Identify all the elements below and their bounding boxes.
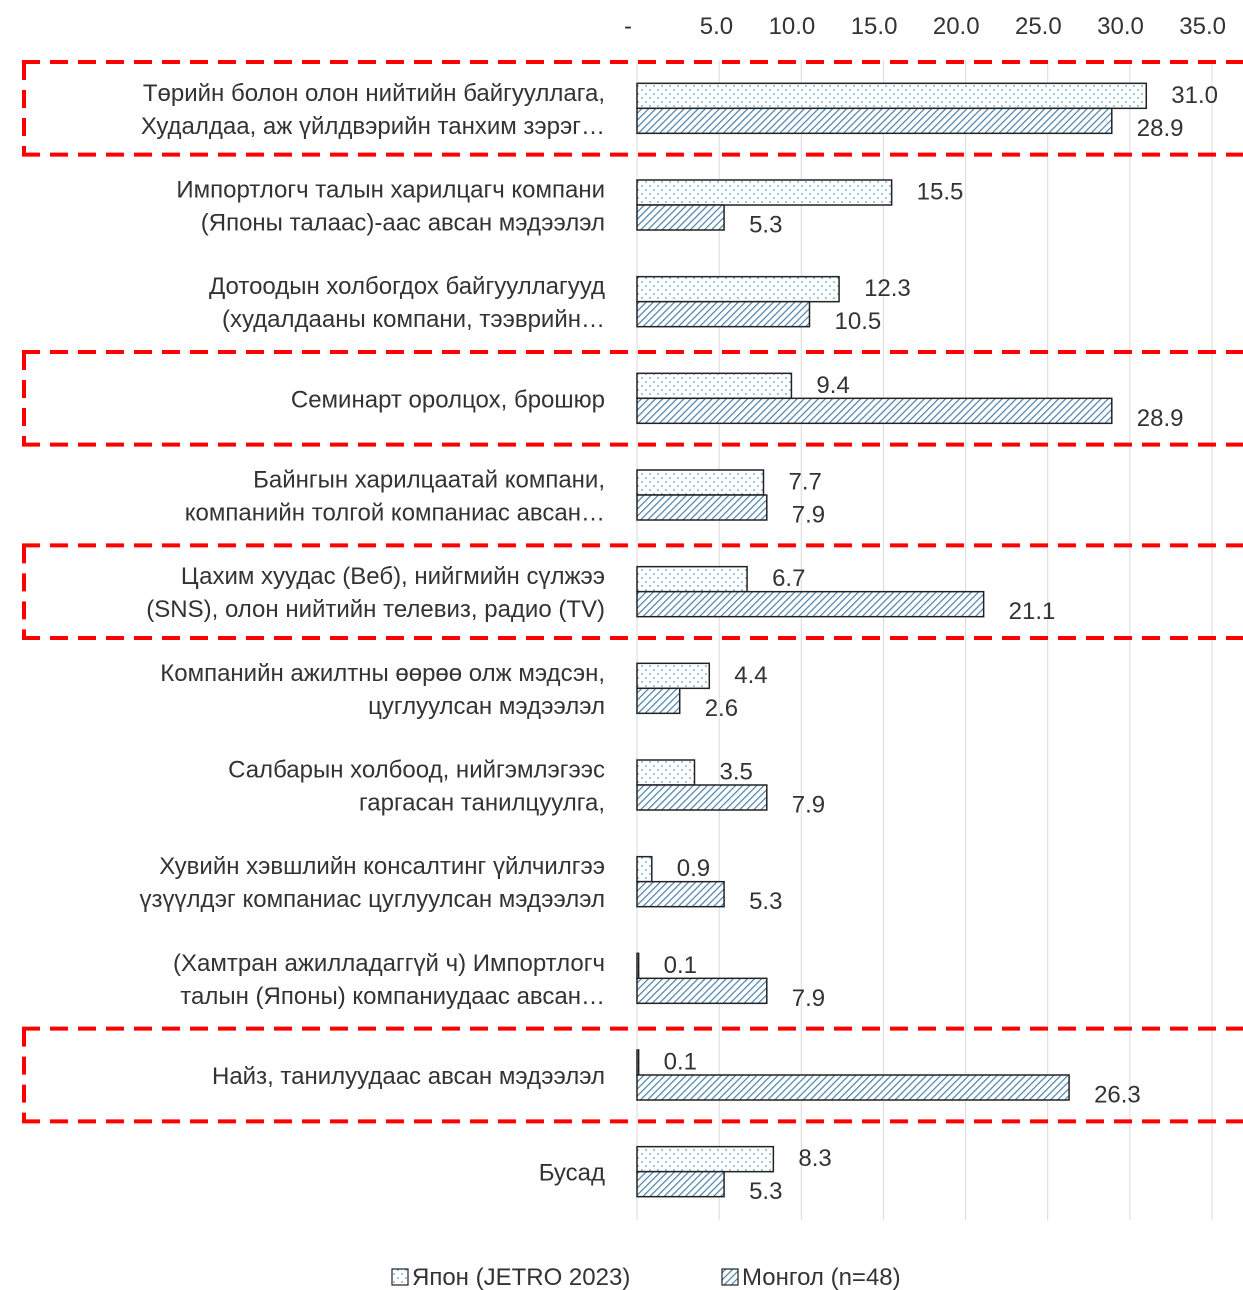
- bar-mongolia: [636, 204, 725, 231]
- bar-japan: [636, 469, 765, 496]
- bar-mongolia: [636, 107, 1113, 135]
- x-axis-ticks: - 5.0 10.0 15.0 20.0 25.0 30.0 35.0: [624, 13, 1226, 40]
- category-label: (худалдааны компани, тээврийн…: [222, 306, 605, 333]
- value-label-mongolia: 5.3: [749, 212, 782, 239]
- category-label: Байнгын харилцаатай компани,: [253, 467, 605, 494]
- category-label: компанийн толгой компаниас авсан…: [185, 500, 605, 527]
- x-tick-label: 35.0: [1179, 13, 1226, 40]
- value-label-japan: 12.3: [864, 275, 911, 302]
- bar-mongolia: [636, 1170, 725, 1198]
- value-label-mongolia: 7.9: [792, 985, 825, 1012]
- x-tick-label: 20.0: [933, 13, 980, 40]
- value-label-japan: 7.7: [789, 469, 822, 496]
- category-label: Дотоодын холбогдох байгууллагууд: [209, 273, 605, 300]
- category-label: талын (Японы) компаниудаас авсан…: [180, 983, 605, 1010]
- bar-japan: [636, 1049, 640, 1076]
- category-label: Цахим хуудас (Веб), нийгмийн сүлжээ: [181, 563, 605, 590]
- legend: Япон (JETRO 2023) Монгол (n=48): [391, 1264, 901, 1290]
- legend-swatch-mongolia: [721, 1268, 739, 1286]
- x-tick-label: -: [624, 13, 632, 40]
- x-tick-label: 15.0: [851, 13, 898, 40]
- category-label: гаргасан танилцуулга,: [359, 790, 605, 817]
- category-label: Худалдаа, аж үйлдвэрийн танхим зэрэг…: [141, 113, 605, 140]
- value-label-mongolia: 10.5: [835, 308, 882, 335]
- bar-mongolia: [636, 397, 1113, 425]
- category-label: (Хамтран ажилладаггүй ч) Импортлогч: [173, 950, 605, 977]
- value-label-japan: 4.4: [734, 662, 767, 689]
- value-label-mongolia: 28.9: [1137, 115, 1184, 142]
- bar-mongolia: [636, 1074, 1070, 1101]
- bar-mongolia: [636, 590, 985, 618]
- value-label-mongolia: 5.3: [749, 888, 782, 915]
- value-label-japan: 8.3: [798, 1145, 831, 1172]
- bar-japan: [636, 759, 696, 786]
- category-label: Импортлогч талын харилцагч компани: [176, 177, 605, 204]
- category-label: Салбарын холбоод, нийгэмлэгээс: [228, 757, 605, 784]
- bar-japan: [636, 275, 840, 303]
- category-label: (SNS), олон нийтийн телевиз, радио (TV): [146, 596, 605, 623]
- bar-mongolia: [636, 494, 768, 521]
- legend-swatch-japan: [391, 1268, 409, 1286]
- value-label-mongolia: 28.9: [1137, 405, 1184, 432]
- value-label-mongolia: 7.9: [792, 792, 825, 819]
- value-label-mongolia: 26.3: [1094, 1082, 1141, 1109]
- category-label: Төрийн болон олон нийтийн байгууллага,: [143, 80, 605, 107]
- bar-japan: [636, 952, 640, 980]
- bar-japan: [636, 662, 711, 690]
- category-labels: Төрийн болон олон нийтийн байгууллага, Ху…: [140, 80, 606, 1187]
- bar-mongolia: [636, 784, 768, 811]
- value-label-japan: 0.1: [664, 1049, 697, 1076]
- value-label-mongolia: 7.9: [792, 502, 825, 529]
- value-label-mongolia: 21.1: [1009, 598, 1056, 625]
- bar-japan: [636, 179, 893, 206]
- value-label-japan: 6.7: [772, 565, 805, 592]
- bars: [636, 82, 1148, 1198]
- bar-japan: [636, 82, 1148, 110]
- bar-mongolia: [636, 300, 811, 328]
- category-label: Семинарт оролцох, брошюр: [291, 386, 605, 413]
- category-label: Компанийн ажилтны өөрөө олж мэдсэн,: [160, 660, 605, 687]
- x-tick-label: 30.0: [1097, 13, 1144, 40]
- value-label-japan: 3.5: [720, 759, 753, 786]
- bar-mongolia: [636, 977, 768, 1005]
- legend-label-japan: Япон (JETRO 2023): [412, 1264, 630, 1290]
- value-label-japan: 0.9: [677, 855, 710, 882]
- category-label: (Японы талаас)-аас авсан мэдээлэл: [201, 210, 605, 237]
- bar-japan: [636, 372, 793, 400]
- bar-japan: [636, 1145, 775, 1173]
- value-labels: 31.0 28.9 15.5 5.3 12.3 10.5 9.4 28.9 7.7 7.9 6.7 2…: [664, 82, 1218, 1205]
- value-label-japan: 9.4: [816, 372, 849, 399]
- value-label-mongolia: 5.3: [749, 1178, 782, 1205]
- bar-japan: [636, 565, 748, 593]
- bar-japan: [636, 855, 653, 883]
- category-label: Хувийн хэвшлийн консалтинг үйлчилгээ: [159, 853, 605, 880]
- highlight-boxes: [22, 60, 1243, 1124]
- value-label-japan: 0.1: [664, 952, 697, 979]
- legend-label-mongolia: Монгол (n=48): [742, 1264, 901, 1290]
- bar-mongolia: [636, 687, 681, 715]
- category-label: Бусад: [539, 1160, 605, 1187]
- category-label: Найз, танилуудаас авсан мэдээлэл: [212, 1063, 605, 1090]
- x-tick-label: 25.0: [1015, 13, 1062, 40]
- category-label: цуглуулсан мэдээлэл: [368, 693, 605, 720]
- value-label-mongolia: 2.6: [705, 695, 738, 722]
- bar-mongolia: [636, 880, 725, 908]
- x-tick-label: 5.0: [700, 13, 733, 40]
- category-label: үзүүлдэг компаниас цуглуулсан мэдээлэл: [140, 886, 606, 913]
- value-label-japan: 15.5: [917, 179, 964, 206]
- x-tick-label: 10.0: [769, 13, 816, 40]
- value-label-japan: 31.0: [1171, 82, 1218, 109]
